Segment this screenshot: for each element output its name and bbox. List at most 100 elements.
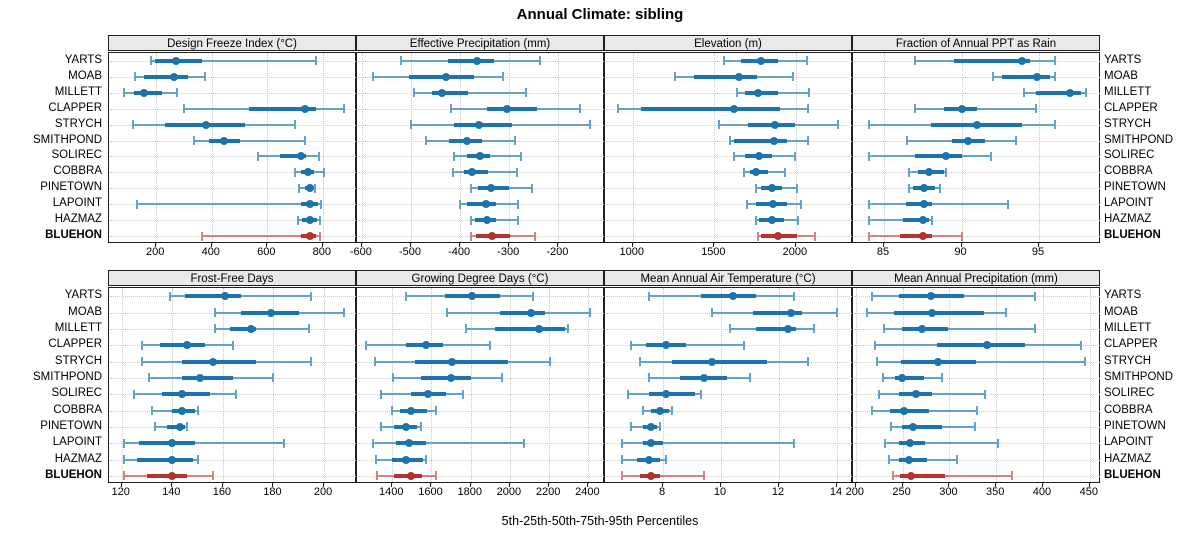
panel-strip-elevation: Elevation (m) <box>604 35 852 51</box>
row-label-left-lapoint: LAPOINT <box>52 436 102 449</box>
tick-label: 400 <box>201 246 220 258</box>
iqr-bar <box>159 343 206 348</box>
whisker-cap <box>718 120 721 130</box>
row-label-left-hazmaz: HAZMAZ <box>54 452 102 465</box>
whisker-cap <box>1080 340 1083 350</box>
whisker-cap <box>888 455 891 464</box>
gridline-vertical <box>324 288 326 484</box>
gridline-vertical <box>392 288 394 484</box>
median-dot <box>171 56 180 65</box>
whisker-cap <box>313 183 316 193</box>
median-dot <box>908 422 917 431</box>
gridline-vertical <box>273 288 275 484</box>
iqr-bar <box>414 359 508 364</box>
median-dot <box>442 72 451 81</box>
gridline-vertical <box>361 53 363 244</box>
whisker-cap <box>837 120 840 130</box>
whisker-cap <box>469 215 472 225</box>
tick-mark <box>662 483 663 487</box>
whisker-cap <box>702 471 705 481</box>
panel-mean-annual-air-temperature <box>604 287 852 484</box>
median-dot <box>942 152 950 161</box>
median-dot <box>767 216 776 225</box>
tick-mark <box>883 243 884 247</box>
iqr-bar <box>915 154 962 159</box>
whisker-cap <box>870 291 873 301</box>
iqr-bar <box>1035 90 1081 95</box>
gridline-horizontal <box>606 172 852 174</box>
row-label-left-bluehon: BLUEHON <box>45 468 102 481</box>
panel-strip-frost-free-days: Frost-Free Days <box>108 270 356 286</box>
gridline-horizontal <box>606 459 852 461</box>
panel-mean-annual-precipitation <box>852 287 1100 484</box>
whisker-cap <box>955 455 958 464</box>
tick-label: 300 <box>939 486 958 498</box>
row-label-left-moab: MOAB <box>68 305 102 318</box>
whisker-cap <box>373 357 376 366</box>
whisker-cap <box>450 104 453 114</box>
iqr-bar <box>184 294 241 299</box>
median-dot <box>661 341 670 350</box>
median-dot <box>905 455 914 464</box>
median-dot <box>170 72 179 81</box>
tick-label: 1800 <box>457 486 482 498</box>
iqr-bar <box>899 234 933 239</box>
whisker-cap <box>566 324 569 334</box>
whisker-cap <box>256 151 259 161</box>
median-dot <box>178 390 187 399</box>
median-dot <box>786 308 795 317</box>
whisker-cap <box>123 88 126 98</box>
median-dot <box>482 200 491 209</box>
whisker-cap <box>892 471 895 481</box>
whisker-cap <box>736 88 739 98</box>
tick-mark <box>854 483 856 487</box>
whisker-cap <box>539 56 542 66</box>
median-dot <box>774 232 783 241</box>
whisker-cap <box>630 340 633 350</box>
whisker-cap <box>318 231 321 241</box>
tick-label: 12 <box>771 486 785 498</box>
median-dot <box>196 373 205 382</box>
row-label-right-moab: MOAB <box>1104 305 1138 318</box>
whisker-cap <box>579 104 582 114</box>
whisker-cap <box>404 291 407 301</box>
median-dot <box>920 184 929 193</box>
whisker-line <box>879 393 985 396</box>
tick-label: 200 <box>313 486 333 498</box>
row-label-right-yarts: YARTS <box>1104 53 1142 66</box>
whisker-cap <box>307 324 310 334</box>
gridline-vertical <box>509 288 511 484</box>
tick-mark <box>1088 483 1090 487</box>
tick-mark <box>794 243 796 247</box>
median-dot <box>438 88 447 97</box>
gridline-vertical <box>855 288 857 484</box>
median-dot <box>753 88 762 97</box>
tick-mark <box>836 483 838 487</box>
whisker-cap <box>945 167 947 177</box>
tick-mark <box>548 483 550 487</box>
whisker-cap <box>148 373 151 383</box>
whisker-cap <box>890 422 893 432</box>
row-label-left-cobbra: COBBRA <box>53 403 102 416</box>
gridline-vertical <box>714 53 716 244</box>
row-label-right-lapoint: LAPOINT <box>1104 197 1154 210</box>
gridline-horizontal <box>606 140 852 142</box>
row-label-left-clapper: CLAPPER <box>48 101 102 114</box>
gridline-vertical <box>961 53 963 244</box>
tick-mark <box>272 483 274 487</box>
tick-mark <box>713 243 715 247</box>
whisker-cap <box>323 167 326 177</box>
median-dot <box>305 232 314 241</box>
median-dot <box>906 439 915 448</box>
iqr-bar <box>894 310 984 315</box>
row-label-left-yarts: YARTS <box>64 53 102 66</box>
row-label-left-solirec: SOLIREC <box>51 387 103 400</box>
gridline-horizontal <box>110 76 356 78</box>
median-dot <box>647 439 656 448</box>
tick-mark <box>391 483 393 487</box>
whisker-cap <box>310 291 313 301</box>
whisker-cap <box>931 215 934 225</box>
tick-mark <box>410 243 412 247</box>
whisker-cap <box>153 422 156 432</box>
gridline-horizontal <box>358 410 604 412</box>
